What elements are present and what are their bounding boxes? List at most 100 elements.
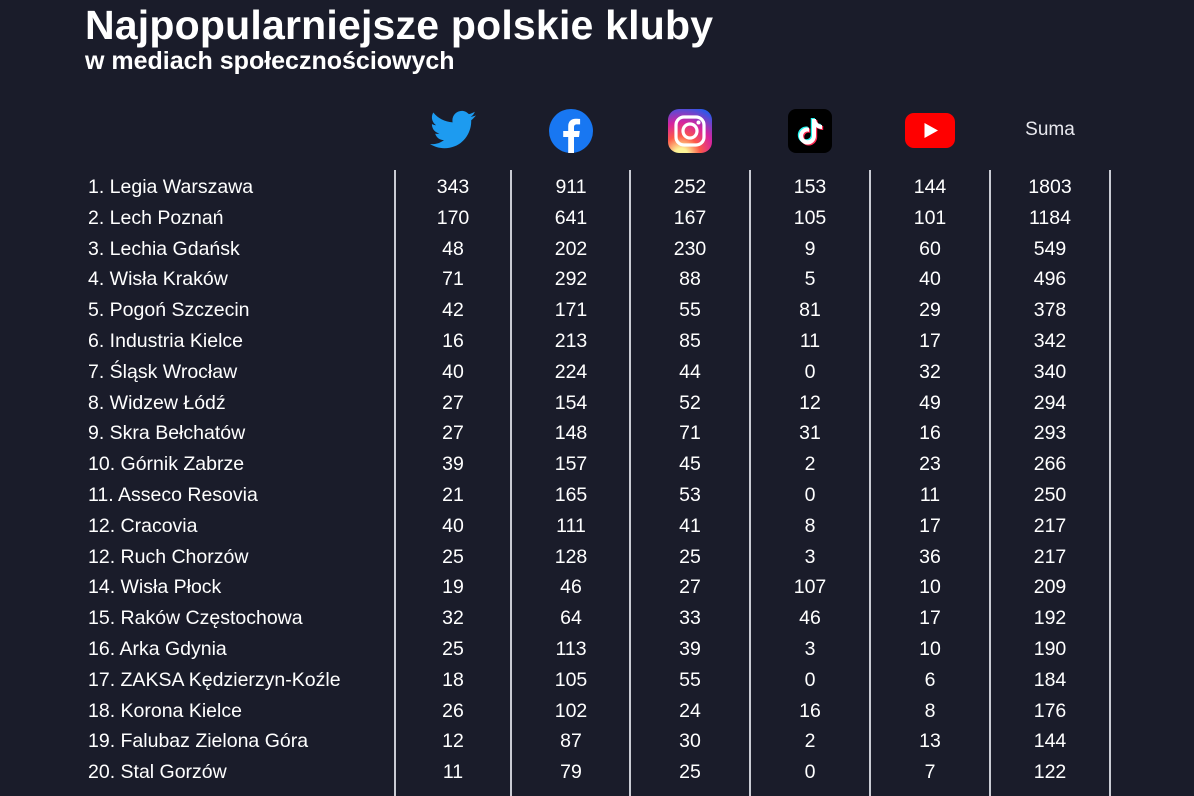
cell-tiktok: 81 — [799, 299, 821, 322]
table-row: 9. Skra Bełchatów 27 148 71 31 16 293 — [0, 418, 1194, 448]
cell-facebook: 213 — [554, 330, 588, 352]
cell-youtube: 60 — [919, 237, 941, 260]
cell-suma: 184 — [1033, 668, 1067, 691]
cell-twitter: 19 — [442, 576, 464, 599]
cell-instagram: 55 — [679, 668, 701, 691]
cell-suma: 496 — [1033, 268, 1067, 291]
cell-twitter: 27 — [442, 391, 464, 414]
club-name: 5. Pogoń Szczecin — [88, 299, 250, 322]
instagram-icon — [668, 109, 712, 153]
cell-facebook: 292 — [554, 268, 588, 291]
cell-youtube: 7 — [924, 761, 936, 784]
cell-twitter: 343 — [436, 176, 470, 198]
cell-tiktok: 0 — [804, 484, 816, 506]
cell-youtube: 32 — [919, 360, 941, 383]
cell-instagram: 39 — [679, 638, 701, 660]
column-divider — [989, 170, 991, 796]
cell-facebook: 157 — [554, 453, 588, 476]
cell-instagram: 27 — [679, 576, 701, 599]
table-row: 16. Arka Gdynia 25 113 39 3 10 190 — [0, 634, 1194, 664]
cell-instagram: 25 — [679, 761, 701, 784]
cell-facebook: 111 — [556, 514, 586, 537]
club-name: 4. Wisła Kraków — [88, 268, 228, 291]
table-row: 3. Lechia Gdańsk 48 202 230 9 60 549 — [0, 234, 1194, 264]
cell-suma: 217 — [1033, 545, 1067, 568]
cell-suma: 1803 — [1028, 176, 1072, 198]
cell-twitter: 27 — [442, 422, 464, 445]
cell-youtube: 101 — [913, 206, 947, 229]
table-row: 2. Lech Poznań 170 641 167 105 101 1184 — [0, 203, 1194, 233]
column-divider — [869, 170, 871, 796]
cell-youtube: 23 — [919, 453, 941, 476]
cell-youtube: 144 — [913, 176, 947, 198]
club-name: 9. Skra Bełchatów — [88, 422, 246, 445]
cell-twitter: 71 — [442, 268, 464, 291]
cell-twitter: 39 — [442, 453, 464, 476]
cell-twitter: 16 — [442, 330, 464, 352]
cell-facebook: 165 — [554, 484, 588, 506]
cell-suma: 1184 — [1029, 206, 1071, 229]
cell-suma: 217 — [1033, 514, 1067, 537]
cell-tiktok: 5 — [804, 268, 816, 291]
table-row: 18. Korona Kielce 26 102 24 16 8 176 — [0, 696, 1194, 726]
cell-tiktok: 3 — [804, 545, 816, 568]
cell-youtube: 49 — [919, 391, 941, 414]
cell-tiktok: 2 — [804, 730, 816, 753]
table-row: 8. Widzew Łódź 27 154 52 12 49 294 — [0, 388, 1194, 418]
cell-youtube: 10 — [919, 638, 941, 660]
cell-youtube: 17 — [919, 330, 941, 352]
cell-facebook: 148 — [554, 422, 588, 445]
cell-twitter: 32 — [442, 607, 464, 630]
cell-facebook: 46 — [560, 576, 582, 599]
table-row: 6. Industria Kielce 16 213 85 11 17 342 — [0, 326, 1194, 356]
cell-twitter: 18 — [442, 668, 464, 691]
club-name: 11. Asseco Resovia — [88, 484, 258, 506]
cell-twitter: 12 — [442, 730, 464, 753]
table-row: 20. Stal Gorzów 11 79 25 0 7 122 — [0, 757, 1194, 787]
column-divider — [1109, 170, 1111, 796]
club-name: 15. Raków Częstochowa — [88, 607, 303, 630]
cell-facebook: 105 — [554, 668, 588, 691]
cell-twitter: 25 — [442, 638, 464, 660]
cell-youtube: 36 — [919, 545, 941, 568]
cell-suma: 122 — [1033, 761, 1067, 784]
cell-tiktok: 9 — [804, 237, 816, 260]
twitter-bird-icon — [430, 110, 476, 149]
cell-twitter: 170 — [436, 206, 470, 229]
cell-instagram: 252 — [673, 176, 707, 198]
cell-instagram: 167 — [673, 206, 707, 229]
cell-facebook: 171 — [554, 299, 588, 322]
cell-facebook: 224 — [554, 360, 588, 383]
column-divider — [394, 170, 396, 796]
cell-youtube: 16 — [919, 422, 941, 445]
cell-instagram: 41 — [679, 514, 701, 537]
cell-twitter: 48 — [442, 237, 464, 260]
cell-facebook: 202 — [554, 237, 588, 260]
cell-facebook: 113 — [555, 638, 587, 660]
club-name: 18. Korona Kielce — [88, 699, 242, 722]
club-name: 12. Cracovia — [88, 514, 198, 537]
club-name: 1. Legia Warszawa — [88, 176, 254, 198]
table-row: 12. Cracovia 40 111 41 8 17 217 — [0, 511, 1194, 541]
table-row: 11. Asseco Resovia 21 165 53 0 11 250 — [0, 480, 1194, 510]
tiktok-icon — [788, 109, 832, 153]
club-name: 16. Arka Gdynia — [88, 638, 227, 660]
column-divider — [510, 170, 512, 796]
cell-youtube: 13 — [919, 730, 941, 753]
cell-tiktok: 3 — [804, 638, 816, 660]
table-row: 4. Wisła Kraków 71 292 88 5 40 496 — [0, 264, 1194, 294]
cell-tiktok: 8 — [804, 514, 816, 537]
table-row: 1. Legia Warszawa 343 911 252 153 144 1803 — [0, 172, 1194, 202]
cell-instagram: 88 — [679, 268, 701, 291]
cell-youtube: 11 — [919, 484, 941, 506]
cell-youtube: 17 — [919, 607, 941, 630]
cell-youtube: 6 — [924, 668, 936, 691]
cell-twitter: 26 — [442, 699, 464, 722]
cell-suma: 294 — [1033, 391, 1067, 414]
cell-tiktok: 107 — [793, 576, 827, 599]
table-row: 12. Ruch Chorzów 25 128 25 3 36 217 — [0, 542, 1194, 572]
cell-tiktok: 31 — [799, 422, 821, 445]
cell-tiktok: 0 — [804, 668, 816, 691]
cell-suma: 340 — [1033, 360, 1067, 383]
table-row: 5. Pogoń Szczecin 42 171 55 81 29 378 — [0, 295, 1194, 325]
